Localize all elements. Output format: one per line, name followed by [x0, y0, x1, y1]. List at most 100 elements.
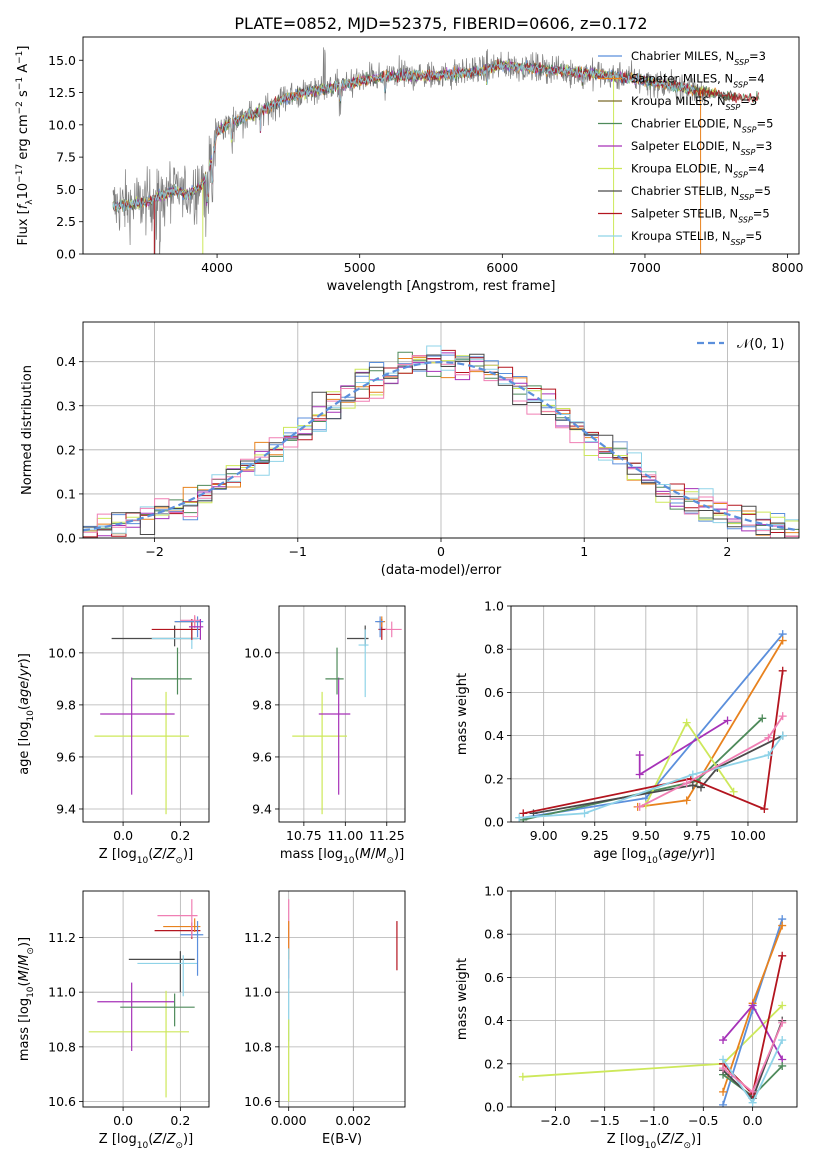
weight-point-marker: [748, 1001, 757, 1010]
y-tick-label: 10.6: [48, 1094, 76, 1109]
y-tick-label: 0.8: [484, 642, 504, 657]
y-axis-label: mass weight: [455, 673, 470, 755]
y-tick-label: 10.0: [244, 645, 272, 660]
y-tick-label: 0.2: [56, 442, 76, 457]
y-tick-label: 0.1: [56, 486, 76, 501]
y-tick-label: 0.2: [484, 771, 504, 786]
x-tick-label: 10.75: [286, 828, 322, 843]
y-axis-label: age [log10(age/yr)]: [17, 653, 36, 775]
legend-entry: Chabrier STELIB, NSSP=5: [631, 184, 771, 202]
weight-point-marker: [682, 779, 691, 788]
x-tick-label: 5000: [344, 260, 376, 275]
x-tick-label: 9.75: [683, 828, 711, 843]
panel-weight_vs_age: 9.00 9.25 9.50 9.75 10.00 0.0 0.2 0.4 0.6 0.8 1.0 a…: [455, 599, 798, 866]
weight-point-marker: [688, 770, 697, 779]
y-tick-label: 0.4: [484, 728, 504, 743]
y-tick-label: 12.5: [48, 85, 76, 100]
weight-point-marker: [682, 718, 691, 727]
weight-point-marker: [778, 636, 787, 645]
x-tick-label: 0.2: [170, 1113, 190, 1128]
x-tick-label: 9.25: [581, 828, 609, 843]
weight-point-marker: [719, 1064, 728, 1073]
plot-area: [518, 915, 787, 1107]
weight-point-marker: [729, 787, 738, 796]
y-tick-label: 9.6: [252, 749, 272, 764]
x-tick-label: 10.00: [730, 828, 766, 843]
x-tick-label: −2.0: [540, 1113, 570, 1128]
legend-entry: 𝒩(0, 1): [737, 337, 784, 352]
y-tick-label: 9.6: [56, 749, 76, 764]
x-tick-label: −1: [289, 544, 307, 559]
x-tick-label: 0.002: [335, 1113, 371, 1128]
y-tick-label: 0.8: [484, 927, 504, 942]
y-tick-label: 0.4: [56, 354, 76, 369]
weight-point-marker: [688, 781, 697, 790]
model-spectrum-series: [112, 59, 696, 212]
legend-entry: Chabrier ELODIE, NSSP=5: [631, 117, 773, 135]
grid: [83, 606, 209, 822]
panel-age_vs_mass: 10.75 11.00 11.25 9.4 9.6 9.8 10.0 mass [log10(…: [244, 605, 406, 866]
axes-frame: [82, 890, 210, 1108]
x-tick-label: 0.0: [743, 1113, 763, 1128]
y-tick-label: 0.0: [484, 815, 504, 830]
y-axis-label: mass weight: [455, 958, 470, 1040]
grid: [279, 891, 405, 1107]
y-axis-label: Normed distribution: [20, 365, 35, 495]
legend-entry: Kroupa MILES, NSSP=3: [631, 94, 757, 112]
weight-point-marker: [635, 770, 644, 779]
y-tick-label: 15.0: [48, 53, 76, 68]
x-axis-label: mass [log10(M/M⊙)]: [280, 847, 404, 866]
weight-point-marker: [778, 921, 787, 930]
plot-area: [112, 47, 760, 254]
x-tick-label: 9.50: [632, 828, 660, 843]
y-tick-label: 0.0: [484, 1100, 504, 1115]
y-tick-label: 11.2: [48, 930, 76, 945]
axes-frame: [82, 36, 800, 255]
axes-frame: [278, 605, 406, 823]
x-axis-label: Z [log10(Z/Z⊙)]: [99, 847, 193, 866]
x-axis-label: wavelength [Angstrom, rest frame]: [327, 279, 556, 294]
weight-point-marker: [778, 712, 787, 721]
x-tick-label: 4000: [201, 260, 233, 275]
y-tick-label: 10.0: [48, 117, 76, 132]
weight-point-marker: [519, 809, 528, 818]
x-axis-label: E(B-V): [322, 1132, 362, 1147]
grid: [83, 891, 209, 1107]
plot-area: [83, 345, 799, 538]
y-tick-label: 7.5: [56, 150, 76, 165]
weight-point-marker: [764, 751, 773, 760]
weight-point-marker: [778, 1061, 787, 1070]
x-axis-label: Z [log10(Z/Z⊙)]: [607, 1132, 701, 1151]
y-tick-label: 10.8: [244, 1039, 272, 1054]
plot-area: [88, 899, 204, 1098]
x-tick-label: 11.25: [369, 828, 405, 843]
y-tick-label: 10.8: [48, 1039, 76, 1054]
y-axis-label: mass [log10(M/M⊙)]: [17, 937, 36, 1061]
y-tick-label: 0.0: [56, 531, 76, 546]
axes-frame: [510, 605, 798, 823]
panel-spectrum: 4000 5000 6000 7000 8000 0.0 2.5 5.0 7.5 10.0 12.5…: [15, 36, 804, 294]
y-tick-label: 10.6: [244, 1094, 272, 1109]
x-tick-label: 7000: [629, 260, 661, 275]
y-tick-label: 0.0: [56, 247, 76, 262]
legend-entry: Salpeter STELIB, NSSP=5: [631, 207, 770, 225]
y-tick-label: 9.4: [252, 801, 272, 816]
axes-frame: [82, 321, 800, 539]
y-tick-label: 1.0: [484, 599, 504, 614]
x-tick-label: 0.2: [170, 828, 190, 843]
weight-point-marker: [719, 1087, 728, 1096]
y-tick-label: 9.4: [56, 801, 76, 816]
weight-point-marker: [778, 1001, 787, 1010]
y-tick-label: 0.3: [56, 398, 76, 413]
weight-point-marker: [719, 1100, 728, 1107]
legend-entry: Kroupa ELODIE, NSSP=4: [631, 162, 765, 180]
weight-point-marker: [518, 1072, 527, 1081]
weight-point-marker: [515, 813, 524, 822]
weight-point-marker: [778, 1036, 787, 1045]
weight-point-marker: [696, 783, 705, 792]
legend-entry: Chabrier MILES, NSSP=3: [631, 49, 766, 67]
weight-point-marker: [723, 716, 732, 725]
x-axis-label: (data-model)/error: [381, 563, 502, 578]
weight-point-marker: [635, 751, 644, 760]
